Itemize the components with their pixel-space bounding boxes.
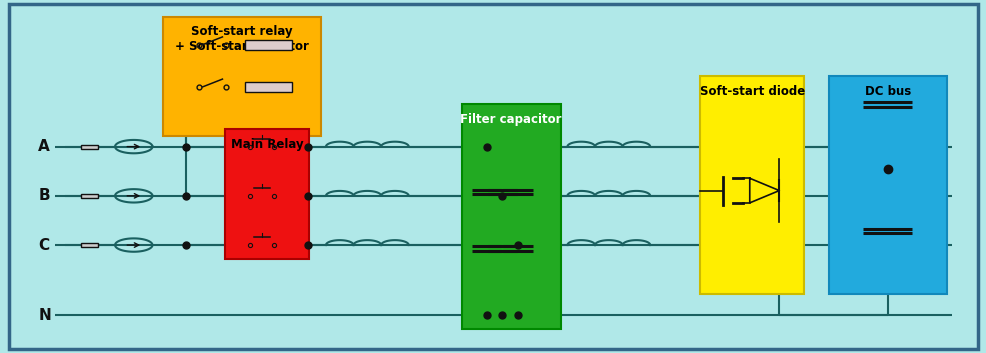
Bar	[81, 194, 99, 198]
Bar	[163, 17, 320, 136]
Bar	[245, 40, 292, 49]
Bar	[81, 243, 99, 247]
Text: Main Relay: Main Relay	[231, 138, 304, 151]
Text: Soft-start diode: Soft-start diode	[699, 85, 804, 98]
Bar	[81, 144, 99, 149]
Text: B: B	[38, 189, 49, 203]
Text: C: C	[38, 238, 49, 252]
Bar	[828, 76, 946, 294]
Bar	[245, 82, 292, 92]
Text: Soft-start relay
+ Soft-start resistor: Soft-start relay + Soft-start resistor	[176, 25, 309, 53]
Bar	[225, 129, 309, 259]
Bar	[461, 104, 560, 329]
Bar	[700, 76, 804, 294]
Text: N: N	[38, 308, 51, 323]
Text: DC bus: DC bus	[864, 85, 910, 98]
Text: Filter capacitor: Filter capacitor	[460, 113, 561, 126]
Text: A: A	[38, 139, 50, 154]
